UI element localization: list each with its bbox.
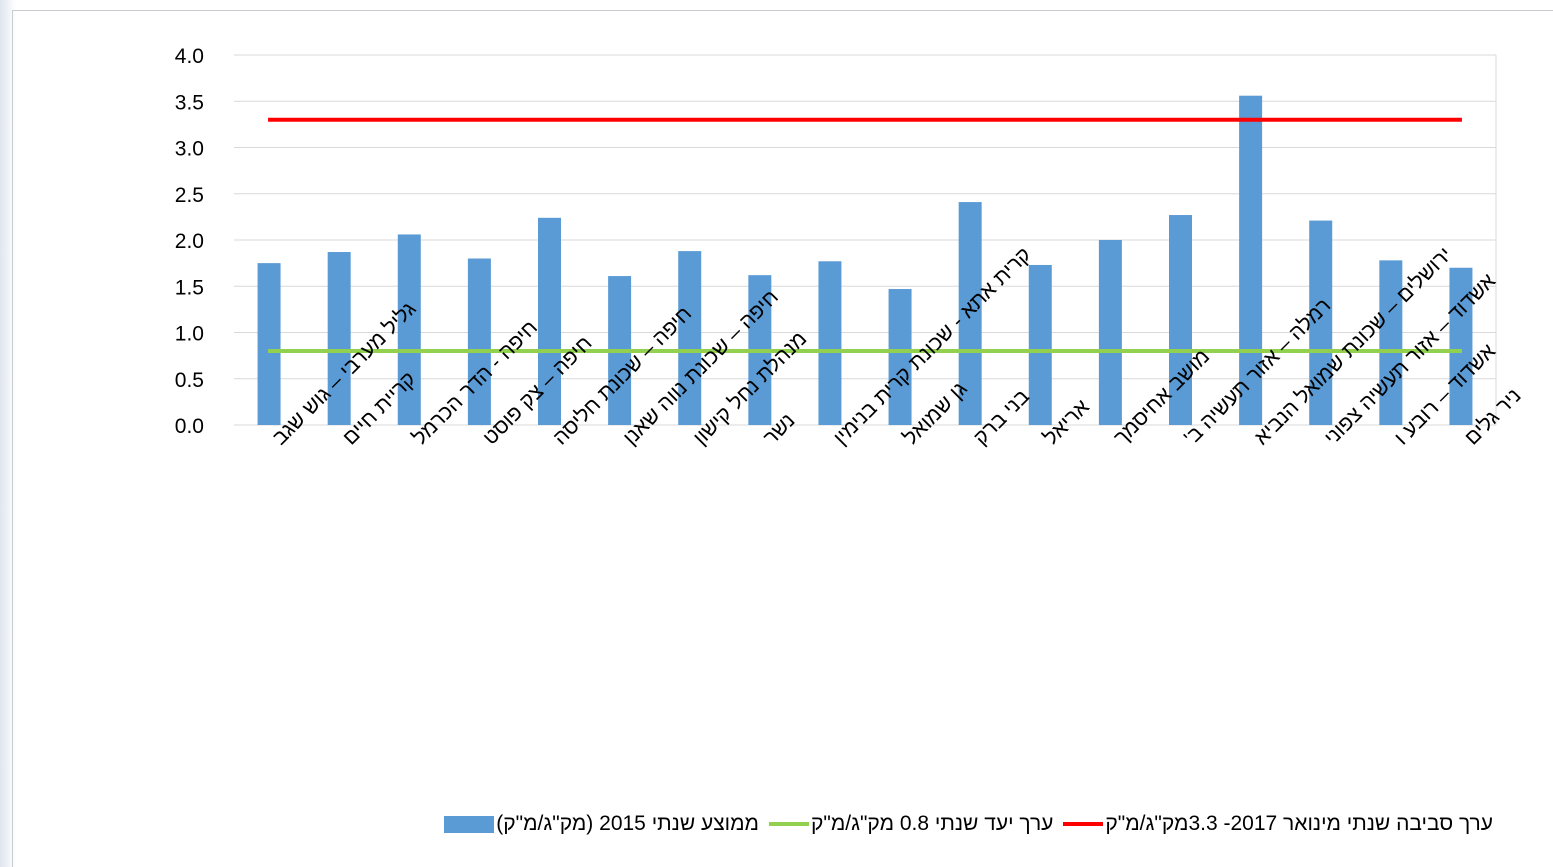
y-tick-label: 4.0 <box>175 45 204 68</box>
bar <box>257 263 281 425</box>
legend-label: ערך יעד שנתי 0.8 מק"ג/מ"ק <box>810 812 1054 835</box>
legend-swatch <box>1063 822 1104 826</box>
legend-label: ערך סביבה שנתי מינואר 2017- 3.3מק"ג/מ"ק <box>1105 812 1493 835</box>
y-tick-label: 2.5 <box>175 184 204 207</box>
bar <box>818 261 842 425</box>
bar <box>678 251 702 425</box>
bar <box>1169 215 1192 425</box>
y-tick-label: 2.0 <box>175 230 204 253</box>
bar-series <box>257 95 1473 425</box>
legend-item: ערך יעד שנתי 0.8 מק"ג/מ"ק <box>768 812 1054 836</box>
legend-item: ערך סביבה שנתי מינואר 2017- 3.3מק"ג/מ"ק <box>1063 812 1493 836</box>
legend-swatch <box>444 815 495 833</box>
chart-border <box>12 10 1553 867</box>
legend-label: ממוצע שנתי 2015 (מק"ג/מ"ק) <box>496 812 759 835</box>
y-axis-ticks: 0.0 0.5 1.0 1.5 2.0 2.5 3.0 3.5 4.0 <box>175 45 204 438</box>
bar <box>888 289 912 425</box>
bar <box>327 252 351 425</box>
y-tick-label: 1.5 <box>175 276 204 299</box>
y-tick-label: 1.0 <box>175 323 204 346</box>
legend-item: ממוצע שנתי 2015 (מק"ג/מ"ק) <box>444 812 759 836</box>
reference-lines <box>268 117 1462 353</box>
bar <box>958 202 982 425</box>
bar <box>1028 264 1052 425</box>
bar <box>467 258 491 425</box>
bar <box>1098 240 1122 425</box>
y-tick-label: 0.0 <box>175 415 204 438</box>
left-shade <box>0 0 16 867</box>
y-tick-label: 3.0 <box>175 138 204 161</box>
bar <box>1449 267 1473 425</box>
legend: ערך סביבה שנתי מינואר 2017- 3.3מק"ג/מ"ק ע… <box>0 812 1553 848</box>
bar <box>1239 95 1263 425</box>
bar <box>538 217 561 425</box>
bar <box>1309 220 1333 425</box>
legend-swatch <box>768 822 809 826</box>
y-tick-label: 3.5 <box>175 91 204 114</box>
gridlines <box>234 54 1497 426</box>
legend-items: ערך סביבה שנתי מינואר 2017- 3.3מק"ג/מ"ק ע… <box>444 812 1493 836</box>
bar <box>397 234 421 425</box>
bar <box>1379 260 1403 425</box>
y-tick-label: 0.5 <box>175 369 204 392</box>
